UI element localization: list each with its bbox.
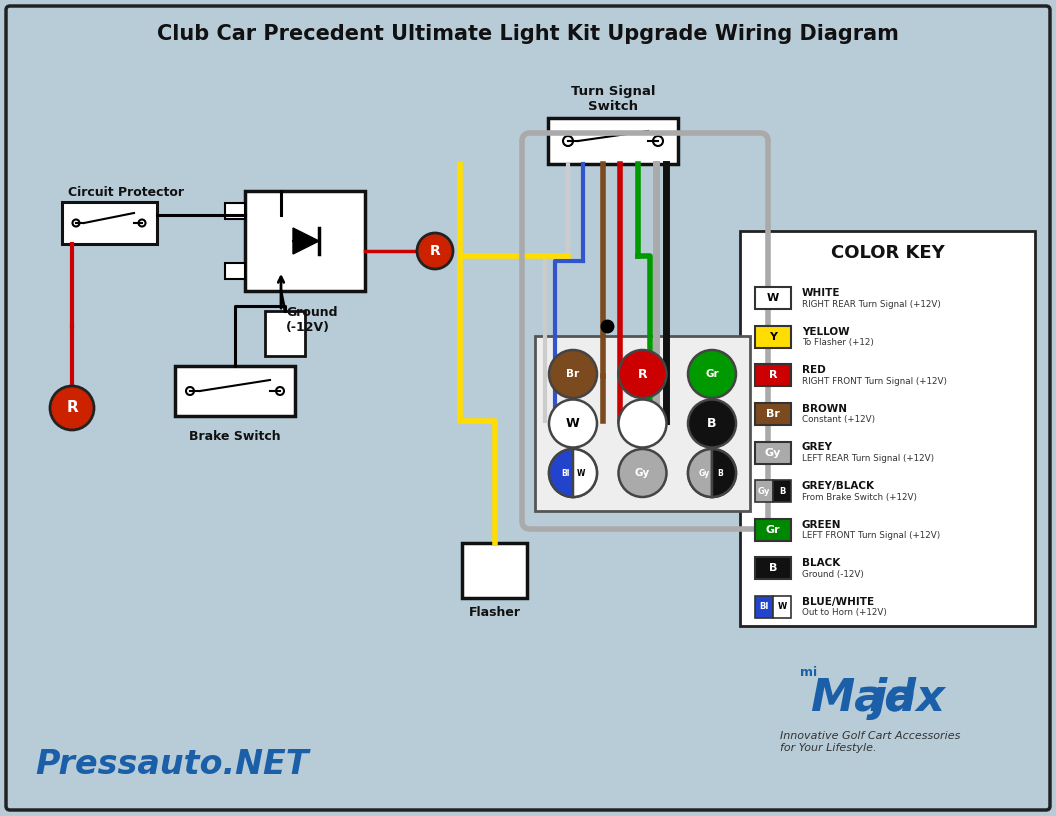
Bar (755, 365, 791, 387)
Text: Br: Br (566, 369, 580, 379)
Text: Club Car Precedent Ultimate Light Kit Upgrade Wiring Diagram: Club Car Precedent Ultimate Light Kit Up… (157, 24, 899, 44)
Bar (175, 366, 295, 416)
Text: Bl: Bl (561, 468, 569, 477)
Text: LEFT REAR Turn Signal (+12V): LEFT REAR Turn Signal (+12V) (802, 454, 935, 463)
FancyBboxPatch shape (6, 6, 1050, 810)
Text: Gy: Gy (698, 468, 710, 477)
Circle shape (653, 136, 663, 146)
Text: B: B (779, 486, 786, 495)
Text: Innovative Golf Cart Accessories
for Your Lifestyle.: Innovative Golf Cart Accessories for You… (780, 731, 960, 752)
Text: Circuit Protector: Circuit Protector (68, 186, 184, 199)
Text: Gr: Gr (705, 369, 719, 379)
Text: From Brake Switch (+12V): From Brake Switch (+12V) (802, 493, 917, 502)
Bar (773, 480, 791, 502)
Bar (755, 519, 791, 541)
Circle shape (563, 136, 573, 146)
Text: Y: Y (769, 332, 777, 342)
Text: Br: Br (766, 409, 780, 419)
Text: BROWN: BROWN (802, 404, 847, 414)
Text: Gy: Gy (765, 447, 781, 458)
Text: GREY/BLACK: GREY/BLACK (802, 481, 875, 491)
Wedge shape (549, 449, 573, 497)
Text: B: B (708, 417, 717, 430)
Bar (265, 311, 305, 356)
Circle shape (50, 386, 94, 430)
Bar (535, 336, 750, 511)
Text: jax: jax (872, 676, 946, 720)
Text: Flasher: Flasher (469, 606, 521, 619)
Bar (755, 287, 791, 309)
Text: GREEN: GREEN (802, 520, 842, 530)
Text: RIGHT FRONT Turn Signal (+12V): RIGHT FRONT Turn Signal (+12V) (802, 377, 947, 386)
Circle shape (689, 449, 736, 497)
Text: Mad: Mad (810, 676, 917, 720)
Bar (755, 403, 791, 425)
Circle shape (138, 220, 146, 227)
Circle shape (549, 449, 597, 497)
Circle shape (619, 350, 666, 398)
Circle shape (186, 387, 194, 395)
Bar (773, 596, 791, 618)
Text: R: R (67, 401, 78, 415)
Text: Gy: Gy (635, 468, 650, 478)
Circle shape (549, 350, 597, 398)
Circle shape (417, 233, 453, 269)
Text: mi: mi (800, 667, 817, 680)
Text: Turn Signal
Switch: Turn Signal Switch (570, 85, 656, 113)
Bar (62, 202, 157, 244)
Text: WHITE: WHITE (802, 288, 841, 299)
Circle shape (73, 220, 79, 227)
Circle shape (689, 400, 736, 447)
Text: Ground (-12V): Ground (-12V) (802, 570, 864, 579)
Bar (225, 203, 245, 219)
Bar (548, 118, 678, 164)
Bar (755, 557, 791, 579)
Text: Ground
(-12V): Ground (-12V) (286, 306, 338, 334)
Text: W: W (777, 602, 787, 611)
Text: LEFT FRONT Turn Signal (+12V): LEFT FRONT Turn Signal (+12V) (802, 531, 940, 540)
Circle shape (549, 400, 597, 447)
Text: COLOR KEY: COLOR KEY (831, 244, 944, 262)
Bar (225, 263, 245, 279)
Text: BLUE/WHITE: BLUE/WHITE (802, 596, 874, 607)
Bar (755, 326, 791, 348)
Wedge shape (689, 449, 712, 497)
Polygon shape (293, 228, 319, 254)
Text: YELLOW: YELLOW (802, 327, 850, 337)
Bar (755, 480, 773, 502)
Text: B: B (769, 563, 777, 573)
Wedge shape (712, 449, 736, 497)
Text: RED: RED (802, 366, 826, 375)
Text: R: R (638, 367, 647, 380)
Text: R: R (430, 244, 440, 258)
Text: W: W (767, 293, 779, 304)
Text: Gr: Gr (766, 525, 780, 534)
Text: Brake Switch: Brake Switch (189, 430, 281, 443)
Circle shape (689, 350, 736, 398)
Bar (740, 231, 1035, 626)
Text: B: B (717, 468, 723, 477)
Text: Gy: Gy (758, 486, 770, 495)
Text: BLACK: BLACK (802, 558, 841, 568)
Text: GREY: GREY (802, 442, 833, 453)
Text: R: R (769, 370, 777, 380)
Circle shape (276, 387, 284, 395)
Bar (245, 191, 365, 291)
Bar (755, 441, 791, 463)
Text: Out to Horn (+12V): Out to Horn (+12V) (802, 608, 887, 617)
Text: W: W (566, 417, 580, 430)
Wedge shape (573, 449, 597, 497)
Text: W: W (577, 468, 585, 477)
Text: To Flasher (+12): To Flasher (+12) (802, 339, 874, 348)
Circle shape (619, 400, 666, 447)
Text: Pressauto.NET: Pressauto.NET (35, 747, 308, 780)
Text: Constant (+12V): Constant (+12V) (802, 415, 875, 424)
Bar (463, 543, 527, 598)
Text: Bl: Bl (759, 602, 769, 611)
Text: RIGHT REAR Turn Signal (+12V): RIGHT REAR Turn Signal (+12V) (802, 299, 941, 308)
Bar (755, 596, 773, 618)
Circle shape (619, 449, 666, 497)
